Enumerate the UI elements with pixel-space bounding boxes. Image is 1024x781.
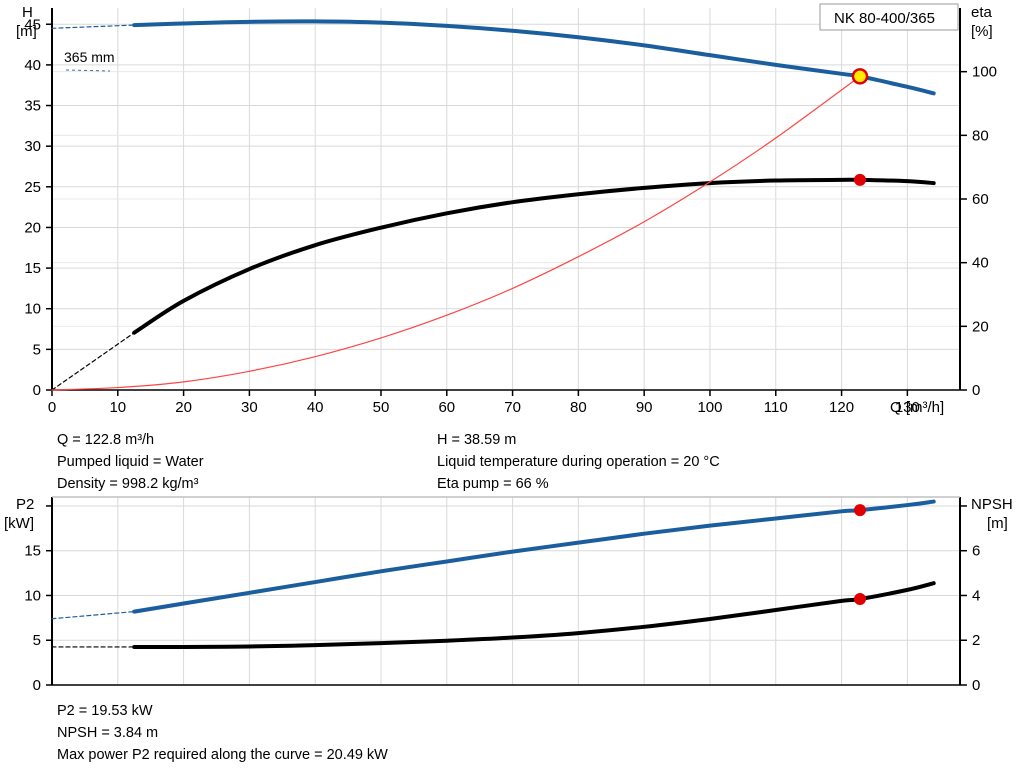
info-density: Density = 998.2 kg/m³ [57,476,199,492]
info-row: Pumped liquid = Water Liquid temperature… [0,451,1024,473]
svg-text:30: 30 [241,399,258,416]
svg-text:40: 40 [24,57,41,74]
top-chart-operating-points [851,68,869,186]
top-chart-axes [46,8,967,396]
npsh-axis-title: NPSH [971,496,1013,513]
svg-text:6: 6 [972,543,980,560]
svg-text:5: 5 [33,632,41,649]
svg-text:100: 100 [697,399,722,416]
curve-head-h-dashed-extension [51,24,135,29]
svg-text:70: 70 [504,399,521,416]
head-efficiency-svg: 0 5 10 15 20 25 30 35 40 45 0 20 40 60 80 100 0 10 20 30 40 5… [16,3,997,416]
svg-text:100: 100 [972,64,997,81]
svg-text:120: 120 [829,399,854,416]
svg-text:35: 35 [24,98,41,115]
svg-text:130: 130 [895,399,920,416]
info-eta-pump: Eta pump = 66 % [437,476,549,492]
curve-power-p2-dashed-extension [51,610,135,620]
svg-text:20: 20 [972,318,989,335]
svg-text:50: 50 [373,399,390,416]
svg-text:4: 4 [972,587,980,604]
duty-point-efficiency[interactable] [853,173,866,186]
duty-point-info-bottom: P2 = 19.53 kW NPSH = 3.84 m Max power P2… [0,700,1024,766]
model-name-text: NK 80-400/365 [834,10,935,27]
svg-text:30: 30 [24,138,41,155]
svg-text:25: 25 [24,179,41,196]
top-chart-labels: 0 5 10 15 20 25 30 35 40 45 0 20 40 60 80 100 0 10 20 30 40 5… [24,16,997,416]
p2-axis-unit: [kW] [4,515,34,532]
impeller-label-leader [65,69,111,72]
info-npsh: NPSH = 3.84 m [57,725,159,741]
svg-text:15: 15 [24,543,41,560]
info-flow-rate: Q = 122.8 m³/h [57,432,155,448]
head-efficiency-chart: 0 5 10 15 20 25 30 35 40 45 0 20 40 60 80 100 0 10 20 30 40 5… [16,3,997,416]
top-chart-gridlines [52,8,960,390]
svg-text:60: 60 [438,399,455,416]
duty-point-power[interactable] [853,504,866,517]
svg-text:40: 40 [972,255,989,272]
bottom-chart-labels: 0 5 10 15 0 2 4 6 [24,543,980,694]
impeller-diameter-label: 365 mm [64,49,115,65]
duty-point-npsh[interactable] [853,593,866,606]
svg-text:10: 10 [24,587,41,604]
model-name-box: NK 80-400/365 [819,3,959,31]
svg-text:60: 60 [972,191,989,208]
p2-axis-title: P2 [16,496,34,513]
curve-efficiency-eta [132,177,936,335]
svg-text:40: 40 [307,399,324,416]
power-npsh-svg: 0 5 10 15 0 2 4 6 P2 [kW] NPSH [m] [4,496,1013,694]
eta-axis-unit: [%] [971,23,993,40]
bottom-chart-operating-points [853,504,866,606]
svg-text:10: 10 [24,301,41,318]
info-pumped-liquid: Pumped liquid = Water [57,454,204,470]
info-row: NPSH = 3.84 m [0,722,1024,744]
duty-point-head[interactable] [851,68,869,85]
svg-text:0: 0 [33,677,41,694]
svg-text:0: 0 [33,382,41,399]
svg-text:110: 110 [764,399,788,416]
duty-point-info-top: Q = 122.8 m³/h H = 38.59 m Pumped liquid… [0,429,1024,495]
info-row: P2 = 19.53 kW [0,700,1024,722]
info-liquid-temperature: Liquid temperature during operation = 20… [437,454,720,470]
bottom-chart-gridlines [52,497,960,685]
svg-text:0: 0 [48,399,56,416]
curve-npsh [132,581,936,649]
svg-text:0: 0 [972,382,980,399]
info-max-power: Max power P2 required along the curve = … [57,747,388,763]
svg-text:2: 2 [972,632,980,649]
curve-head-h-impeller-365-mm- [132,19,936,96]
svg-text:45: 45 [24,16,41,33]
info-row: Q = 122.8 m³/h H = 38.59 m [0,429,1024,451]
svg-text:5: 5 [33,341,41,358]
svg-text:0: 0 [972,677,980,694]
info-row: Max power P2 required along the curve = … [0,744,1024,766]
h-axis-title: H [22,4,33,21]
svg-text:20: 20 [24,219,41,236]
svg-text:80: 80 [570,399,587,416]
npsh-axis-unit: [m] [987,515,1008,532]
info-power-p2: P2 = 19.53 kW [57,703,153,719]
bottom-chart-curves [51,499,936,649]
svg-text:20: 20 [175,399,192,416]
power-npsh-chart: 0 5 10 15 0 2 4 6 P2 [kW] NPSH [m] [0,492,1024,697]
svg-text:80: 80 [972,127,989,144]
svg-text:10: 10 [109,399,126,416]
h-axis-unit: [m] [16,23,37,40]
svg-text:15: 15 [24,260,41,277]
top-chart-curves [51,19,936,391]
bottom-chart-axes [46,496,967,686]
eta-axis-title: eta [971,4,993,21]
curve-efficiency-eta-dashed-extension [51,332,135,391]
info-head: H = 38.59 m [437,432,517,448]
curve-system-curve [51,75,861,391]
svg-text:90: 90 [636,399,653,416]
info-row: Density = 998.2 kg/m³ Eta pump = 66 % [0,473,1024,495]
curve-power-p2 [132,499,936,614]
q-axis-title: Q [m³/h] [890,399,944,416]
